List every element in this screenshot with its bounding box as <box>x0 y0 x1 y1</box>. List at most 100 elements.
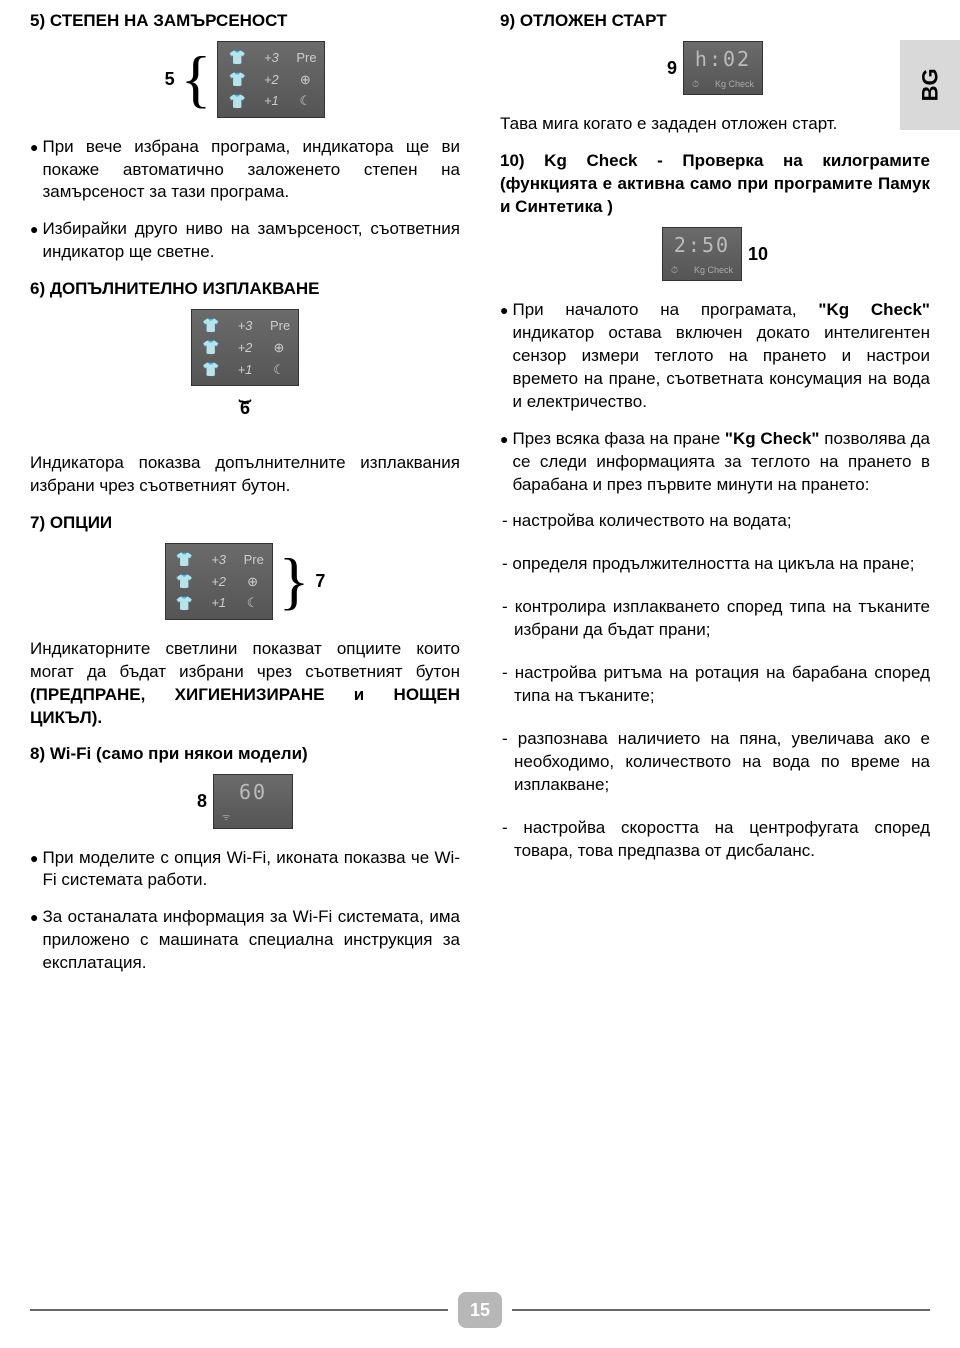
night-icon: ☾ <box>270 361 288 379</box>
bullet-8-1: При моделите с опция Wi-Fi, иконата пока… <box>30 847 460 893</box>
kgcheck-label: Kg Check <box>715 78 754 90</box>
plus2-label: +2 <box>234 339 256 357</box>
brace-5: { <box>181 47 212 111</box>
plus3-label: +3 <box>208 551 230 569</box>
panel7-wrap: 👕 +3 Pre 👕 +2 ⊕ 👕 +1 ☾ } 7 <box>30 543 460 620</box>
heading-9: 9) ОТЛОЖЕН СТАРТ <box>500 10 930 33</box>
footer-line-right <box>512 1309 930 1311</box>
plus1-label: +1 <box>208 594 230 612</box>
left-column: 5) СТЕПЕН НА ЗАМЪРСЕНОСТ 5 { 👕 +3 Pre 👕 +2 ⊕… <box>30 10 460 989</box>
callout-9: 9 <box>667 56 677 80</box>
heading-6: 6) ДОПЪЛНИТЕЛНО ИЗПЛАКВАНЕ <box>30 278 460 301</box>
night-icon: ☾ <box>296 92 314 110</box>
para-7: Индикаторните светлини показват опциите … <box>30 638 460 730</box>
shirt-icon: 👕 <box>202 316 220 335</box>
callout-7: 7 <box>315 569 325 593</box>
language-code: BG <box>915 69 945 102</box>
dash-2: - определя продължителността на цикъла н… <box>500 553 930 576</box>
b10-1b: "Kg Check" <box>818 300 930 319</box>
bullet-10-1: При началото на програмата, "Kg Check" и… <box>500 299 930 414</box>
para-7-text: Индикаторните светлини показват опциите … <box>30 639 460 681</box>
digital-9: h:02 <box>692 46 754 73</box>
wifi-icon: ᯤ <box>222 811 230 823</box>
b10-1c: индикатор остава включен докато интелиге… <box>512 323 930 411</box>
dash-1: - настройва количеството на водата; <box>500 510 930 533</box>
bullet-8-1-text: При моделите с опция Wi-Fi, иконата пока… <box>42 847 460 893</box>
shirt-icon: 👕 <box>202 338 220 357</box>
heading-5: 5) СТЕПЕН НА ЗАМЪРСЕНОСТ <box>30 10 460 33</box>
panel10-wrap: 2:50 ⏱ Kg Check 10 <box>500 227 930 281</box>
digital-10: 2:50 <box>671 232 733 259</box>
plus3-label: +3 <box>234 317 256 335</box>
footer-line-left <box>30 1309 448 1311</box>
callout-5: 5 <box>165 67 175 91</box>
callout-8: 8 <box>197 789 207 813</box>
brace-7: } <box>279 549 310 613</box>
para-6: Индикатора показва допълнителните изплак… <box>30 452 460 498</box>
language-tab: BG <box>900 40 960 130</box>
dash-5: - разпознава наличието на пяна, увеличав… <box>500 728 930 797</box>
dash-4: - настройва ритъма на ротация на барабан… <box>500 662 930 708</box>
hygiene-icon: ⊕ <box>270 339 288 357</box>
panel8-wrap: 8 60 ᯤ <box>30 774 460 828</box>
pre-icon: Pre <box>270 317 288 335</box>
shirt-icon: 👕 <box>176 594 194 613</box>
display-panel-9: h:02 ⏱ Kg Check <box>683 41 763 95</box>
display-panel-10: 2:50 ⏱ Kg Check <box>662 227 742 281</box>
plus3-label: +3 <box>260 49 282 67</box>
pre-icon: Pre <box>296 49 314 67</box>
bullet-5-2-text: Избирайки друго ниво на замърсеност, съо… <box>42 218 460 264</box>
display-panel-8: 60 ᯤ <box>213 774 293 828</box>
shirt-icon: 👕 <box>228 92 246 111</box>
bullet-8-2-text: За останалата информация за Wi-Fi систем… <box>42 906 460 975</box>
plus1-label: +1 <box>260 92 282 110</box>
callout-6: 6 <box>240 396 250 420</box>
brace-6: ⏟ <box>238 384 251 396</box>
panel5-wrap: 5 { 👕 +3 Pre 👕 +2 ⊕ 👕 +1 ☾ <box>30 41 460 118</box>
b10-2b: "Kg Check" <box>725 429 820 448</box>
heading-8: 8) Wi-Fi (само при някои модели) <box>30 743 460 766</box>
right-column: 9) ОТЛОЖЕН СТАРТ 9 h:02 ⏱ Kg Check Тава м… <box>500 10 930 989</box>
dash-3: - контролира изплакването според типа на… <box>500 596 930 642</box>
callout-10: 10 <box>748 242 768 266</box>
para-9: Тава мига когато е зададен отложен старт… <box>500 113 930 136</box>
clock-icon: ⏱ <box>671 264 678 276</box>
digital-8: 60 <box>222 779 284 806</box>
kgcheck-label: Kg Check <box>694 264 733 276</box>
shirt-icon: 👕 <box>176 550 194 569</box>
bullet-5-2: Избирайки друго ниво на замърсеност, съо… <box>30 218 460 264</box>
shirt-icon: 👕 <box>228 70 246 89</box>
panel9-wrap: 9 h:02 ⏱ Kg Check <box>500 41 930 95</box>
page-footer: 15 <box>30 1292 930 1328</box>
pre-icon: Pre <box>244 551 262 569</box>
para-7-bold: (ПРЕДПРАНЕ, ХИГИЕНИЗИРАНЕ и НОЩЕН ЦИКЪЛ)… <box>30 685 460 727</box>
heading-10: 10) Kg Check - Проверка на килограмите (… <box>500 150 930 219</box>
dash-6: - настройва скоростта на центрофугата сп… <box>500 817 930 863</box>
bullet-5-1: При вече избрана програма, индикатора ще… <box>30 136 460 205</box>
b10-1a: При началото на програмата, <box>512 300 818 319</box>
plus2-label: +2 <box>208 573 230 591</box>
content-columns: 5) СТЕПЕН НА ЗАМЪРСЕНОСТ 5 { 👕 +3 Pre 👕 +2 ⊕… <box>30 10 930 989</box>
display-panel-6: 👕 +3 Pre 👕 +2 ⊕ 👕 +1 ☾ <box>191 309 299 386</box>
plus2-label: +2 <box>260 71 282 89</box>
night-icon: ☾ <box>244 594 262 612</box>
b10-2a: През всяка фаза на пране <box>512 429 724 448</box>
bullet-10-2-text: През всяка фаза на пране "Kg Check" позв… <box>512 428 930 497</box>
plus1-label: +1 <box>234 361 256 379</box>
bullet-5-1-text: При вече избрана програма, индикатора ще… <box>42 136 460 205</box>
shirt-icon: 👕 <box>176 572 194 591</box>
bullet-10-2: През всяка фаза на пране "Kg Check" позв… <box>500 428 930 497</box>
bullet-10-1-text: При началото на програмата, "Kg Check" и… <box>512 299 930 414</box>
display-panel-5: 👕 +3 Pre 👕 +2 ⊕ 👕 +1 ☾ <box>217 41 325 118</box>
heading-7: 7) ОПЦИИ <box>30 512 460 535</box>
panel6-wrap: 👕 +3 Pre 👕 +2 ⊕ 👕 +1 ☾ ⏟ 6 <box>30 309 460 434</box>
display-panel-7: 👕 +3 Pre 👕 +2 ⊕ 👕 +1 ☾ <box>165 543 273 620</box>
hygiene-icon: ⊕ <box>296 71 314 89</box>
bullet-8-2: За останалата информация за Wi-Fi систем… <box>30 906 460 975</box>
brace-6-wrap: ⏟ 6 <box>238 384 251 420</box>
hygiene-icon: ⊕ <box>244 573 262 591</box>
page-number: 15 <box>458 1292 502 1328</box>
shirt-icon: 👕 <box>202 360 220 379</box>
clock-icon: ⏱ <box>692 78 699 90</box>
shirt-icon: 👕 <box>228 48 246 67</box>
